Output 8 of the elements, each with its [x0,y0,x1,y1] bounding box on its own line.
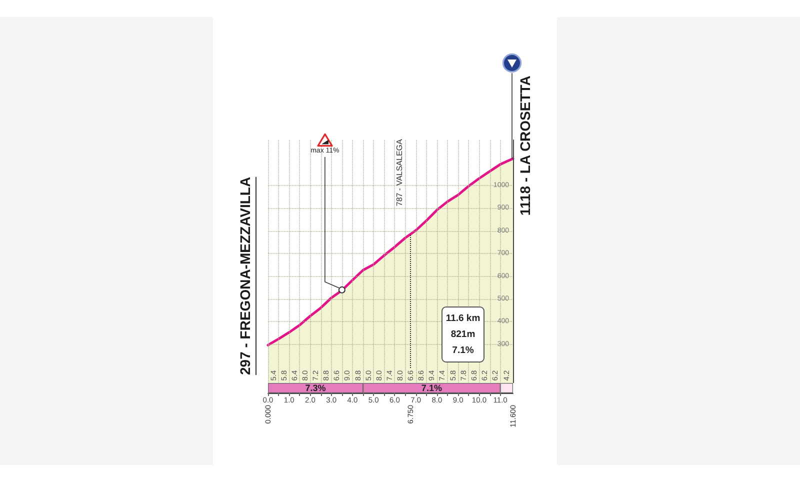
annotation: 1118 - LA CROSETTA [517,76,533,216]
annotation: 821m [450,329,476,340]
annotation: 297 - FREGONA-MEZZAVILLA [237,176,253,375]
annotation: 11.6 km [446,313,480,324]
annotation: 7.3% [305,383,326,393]
annotation: 7.1% [421,383,442,393]
ref-line-label: 787 - VALSALEGA [395,138,404,206]
annotation: 7.1% [452,345,474,356]
